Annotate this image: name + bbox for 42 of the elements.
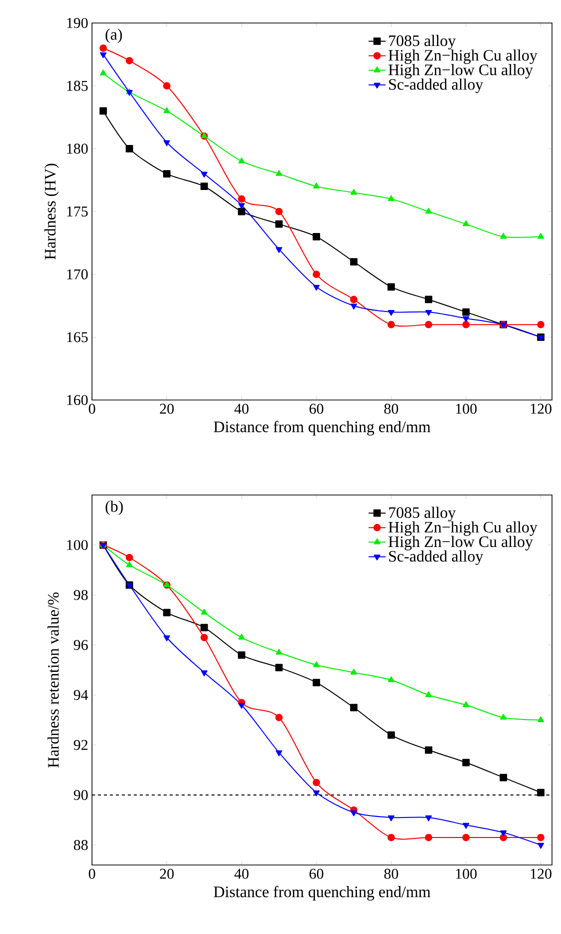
- y-tick-label: 98: [74, 590, 88, 600]
- x-tick-label: 40: [234, 404, 248, 414]
- y-axis-title: Hardness (HV): [44, 164, 59, 260]
- legend-label: Sc-added alloy: [389, 550, 484, 565]
- x-tick-label: 60: [310, 868, 324, 879]
- y-tick-label: 96: [74, 640, 88, 650]
- legend-label: High Zn−high Cu alloy: [388, 49, 538, 64]
- x-tick-label: 20: [160, 868, 174, 879]
- x-tick-label: 100: [456, 404, 477, 414]
- annotation: (a): [106, 28, 122, 44]
- y-tick-label: 165: [67, 332, 88, 342]
- y-tick-label: 90: [74, 790, 88, 800]
- x-axis-title: Distance from quenching end/mm: [214, 420, 430, 436]
- y-tick-label: 170: [67, 269, 88, 280]
- y-tick-label: 88: [74, 840, 88, 850]
- x-tick-label: 80: [384, 868, 398, 879]
- y-tick-label: 175: [67, 206, 88, 217]
- legend-label: High Zn−low Cu alloy: [388, 536, 533, 550]
- x-tick-label: 0: [88, 404, 96, 414]
- x-tick-label: 40: [234, 868, 248, 879]
- y-tick-label: 190: [67, 18, 88, 28]
- legend-label: High Zn−high Cu alloy: [388, 521, 538, 536]
- x-tick-label: 120: [530, 868, 552, 879]
- y-tick-label: 94: [74, 690, 88, 700]
- x-tick-label: 120: [530, 404, 552, 414]
- legend-label: 7085 alloy: [389, 506, 456, 522]
- legend-label: 7085 alloy: [389, 34, 456, 50]
- y-tick-label: 100: [67, 540, 88, 550]
- x-tick-label: 60: [310, 404, 324, 414]
- legend-label: Sc-added alloy: [389, 78, 484, 94]
- annotation: (b): [106, 500, 123, 516]
- x-tick-label: 0: [88, 868, 96, 879]
- y-tick-label: 92: [74, 740, 88, 750]
- y-tick-label: 185: [67, 80, 88, 91]
- y-axis-title: Hardness retention value/%: [48, 592, 59, 768]
- y-tick-label: 180: [67, 144, 88, 154]
- x-axis-title: Distance from quenching end/mm: [214, 886, 430, 901]
- legend-label: High Zn−low Cu alloy: [388, 64, 533, 79]
- x-tick-label: 80: [384, 404, 398, 414]
- x-tick-label: 100: [456, 868, 477, 879]
- y-tick-label: 160: [67, 394, 88, 406]
- x-tick-label: 20: [160, 404, 174, 414]
